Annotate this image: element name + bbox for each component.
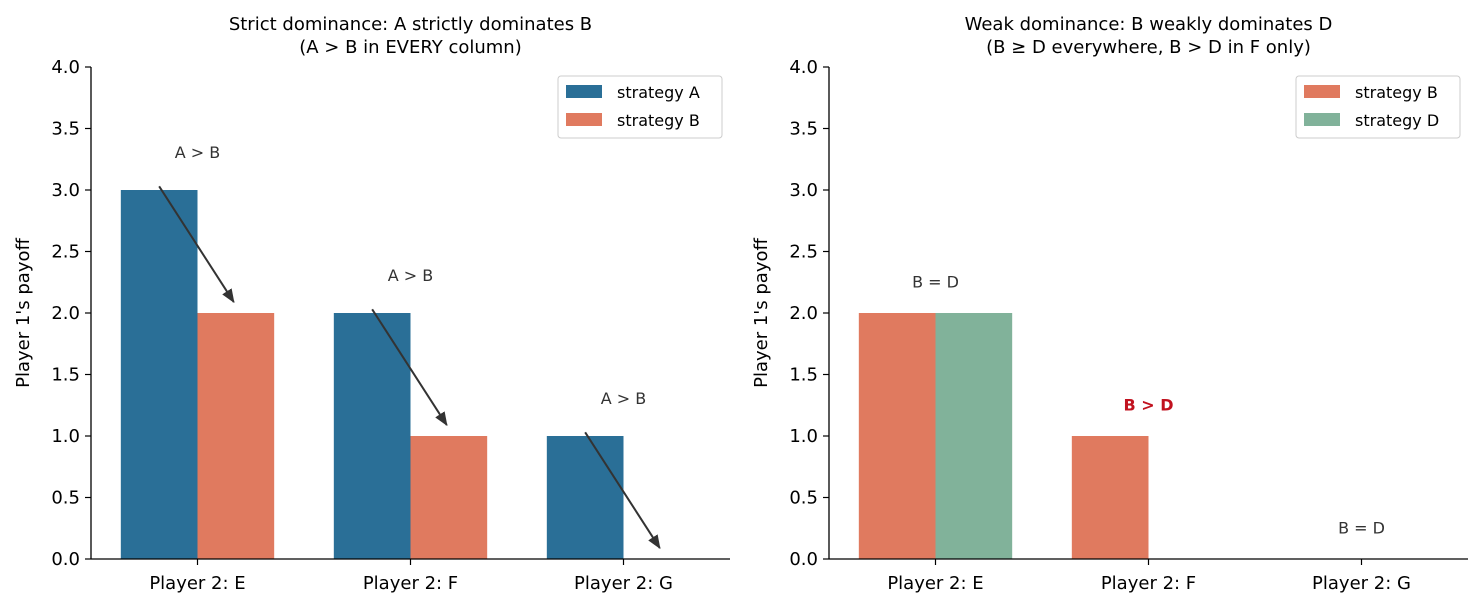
bar-strategy-B-1 — [197, 313, 275, 559]
x-tick-label: Player 2: G — [574, 573, 673, 594]
annotation-label: A > B — [175, 143, 221, 162]
legend-swatch — [1304, 113, 1340, 126]
bar-strategy-B-2 — [1071, 436, 1149, 559]
y-tick-label: 1.5 — [789, 365, 818, 386]
x-tick-label: Player 2: E — [149, 573, 245, 594]
legend-entry: strategy B — [617, 111, 700, 130]
legend: strategy B strategy D — [1295, 75, 1461, 139]
legend-swatch — [1304, 85, 1340, 98]
y-tick-label: 1.0 — [789, 426, 818, 447]
chart-title-line: Weak dominance: B weakly dominates D — [965, 14, 1333, 35]
x-tick-label: Player 2: E — [887, 573, 983, 594]
y-tick-label: 2.5 — [51, 242, 80, 263]
y-tick-label: 1.5 — [51, 365, 80, 386]
y-tick-label: 0.5 — [51, 488, 80, 509]
legend-entry: strategy A — [617, 83, 700, 102]
y-axis-label: Player 1's payoff — [13, 238, 34, 388]
legend-entry: strategy D — [1355, 111, 1439, 130]
y-tick-label: 3.0 — [51, 180, 80, 201]
bar-strategy-B-2 — [410, 436, 488, 559]
bar-strategy-A-3 — [546, 436, 624, 559]
annotation-arrow — [371, 308, 448, 427]
y-tick-label: 0.0 — [789, 549, 818, 570]
annotation-label: A > B — [388, 266, 434, 285]
y-tick-label: 2.0 — [789, 303, 818, 324]
legend: strategy A strategy B — [557, 75, 723, 139]
y-tick-label: 2.0 — [51, 303, 80, 324]
x-tick-label: Player 2: F — [1101, 573, 1196, 594]
annotation-label: B = D — [912, 272, 959, 291]
chart-title-line: (B ≥ D everywhere, B > D in F only) — [986, 37, 1311, 58]
bar-strategy-A-2 — [333, 313, 411, 559]
bar-strategy-B-1 — [858, 313, 936, 559]
chart-title-line: (A > B in EVERY column) — [299, 37, 521, 58]
annotation-label: A > B — [601, 389, 647, 408]
y-tick-label: 4.0 — [51, 57, 80, 78]
y-tick-label: 3.5 — [789, 119, 818, 140]
bar-strategy-A-1 — [120, 190, 198, 559]
chart-title-line: Strict dominance: A strictly dominates B — [229, 14, 592, 35]
annotation-arrow — [584, 431, 661, 550]
annotation-arrow — [158, 185, 235, 304]
legend-entry: strategy B — [1355, 83, 1438, 102]
chart-panel-1: Strict dominance: A strictly dominates B… — [13, 14, 730, 594]
annotation-label: B > D — [1123, 395, 1173, 414]
y-tick-label: 1.0 — [51, 426, 80, 447]
y-tick-label: 0.5 — [789, 488, 818, 509]
x-tick-label: Player 2: F — [363, 573, 458, 594]
bar-strategy-D-1 — [935, 313, 1013, 559]
y-axis-label: Player 1's payoff — [751, 238, 772, 388]
x-tick-label: Player 2: G — [1312, 573, 1411, 594]
legend-swatch — [566, 113, 602, 126]
annotation-label: B = D — [1338, 518, 1385, 537]
y-tick-label: 3.0 — [789, 180, 818, 201]
y-tick-label: 4.0 — [789, 57, 818, 78]
legend-swatch — [566, 85, 602, 98]
y-tick-label: 3.5 — [51, 119, 80, 140]
y-tick-label: 2.5 — [789, 242, 818, 263]
chart-panel-2: Weak dominance: B weakly dominates D(B ≥… — [751, 14, 1468, 594]
y-tick-label: 0.0 — [51, 549, 80, 570]
